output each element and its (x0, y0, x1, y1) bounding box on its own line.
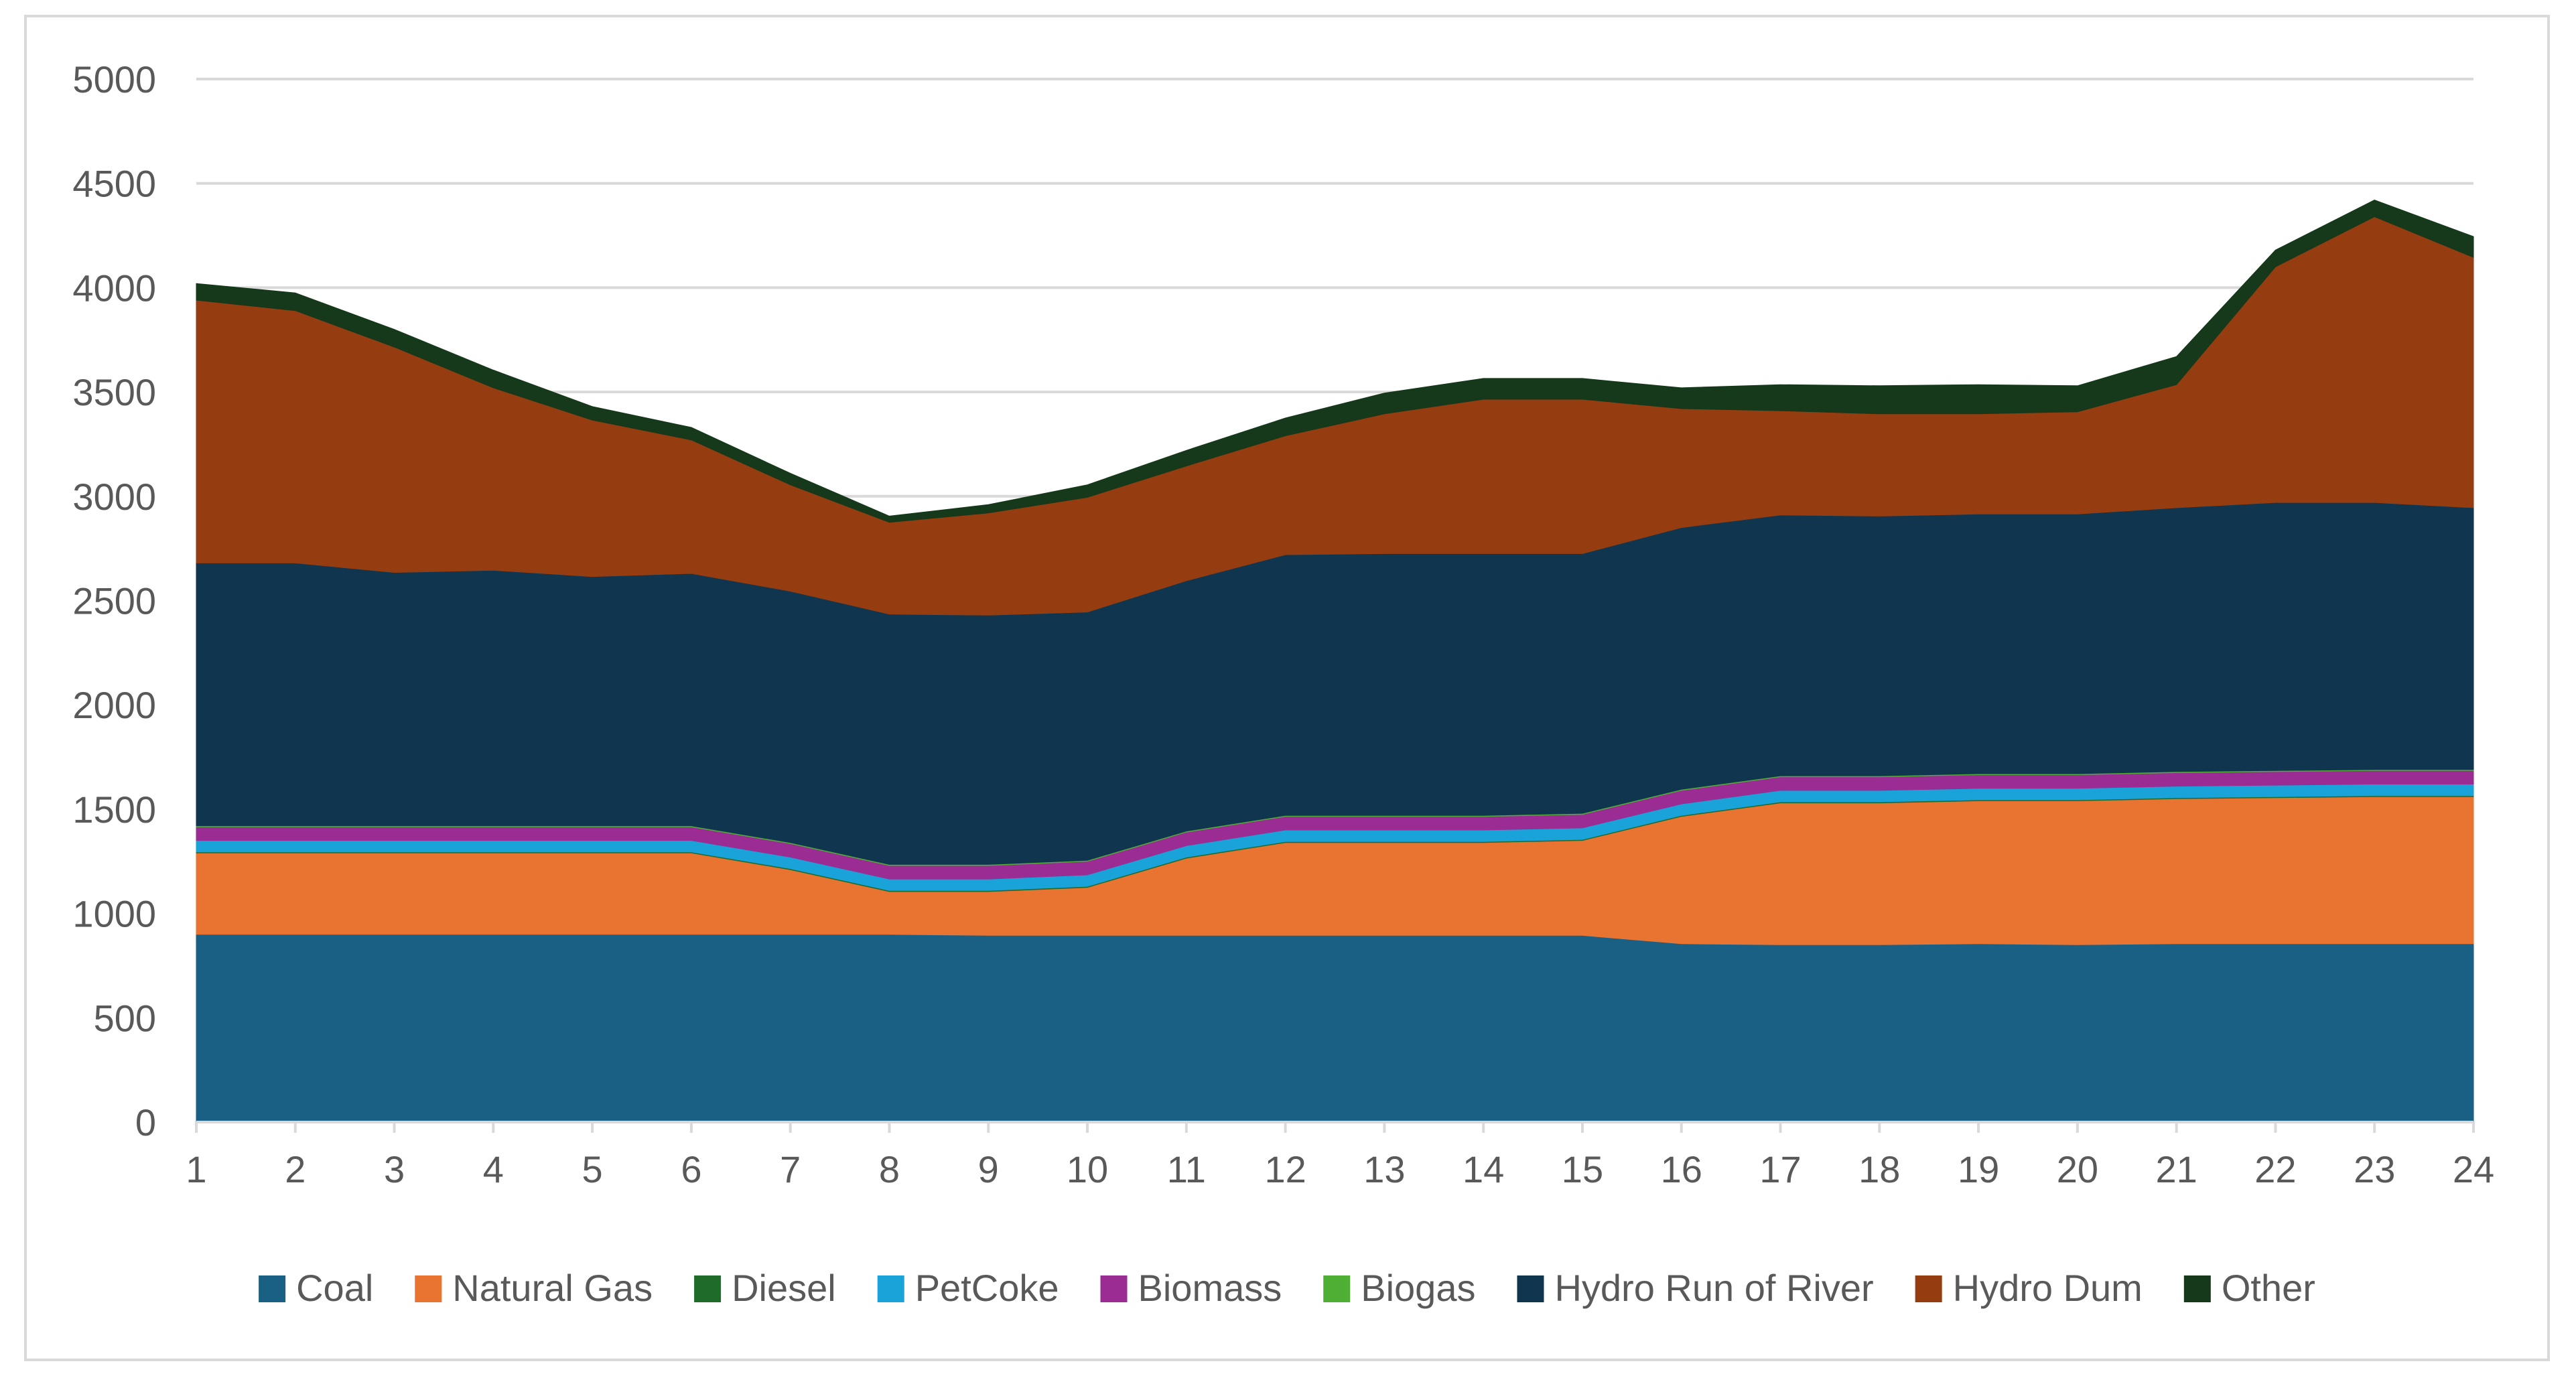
x-tick-label: 3 (384, 1148, 405, 1190)
y-tick-label: 2500 (72, 580, 156, 622)
legend-swatch-natural-gas (415, 1275, 442, 1302)
legend-label: Other (2222, 1267, 2315, 1309)
x-tick-label: 6 (681, 1148, 701, 1190)
x-tick-label: 15 (1562, 1148, 1603, 1190)
legend-swatch-hydro-dum (1915, 1275, 1942, 1302)
legend-swatch-diesel (694, 1275, 722, 1302)
x-tick-label: 5 (582, 1148, 603, 1190)
x-tick-label: 23 (2354, 1148, 2395, 1190)
x-tick-label: 18 (1858, 1148, 1900, 1190)
legend: Coal Natural Gas Diesel PetCoke Biomass Bioga… (259, 1267, 2315, 1309)
y-tick-label: 4500 (72, 163, 156, 205)
legend-swatch-petcoke (877, 1275, 904, 1302)
area-other (196, 200, 2474, 523)
legend-swatch-biomass (1100, 1275, 1128, 1302)
legend-label: Coal (296, 1267, 373, 1309)
x-tick-label: 8 (879, 1148, 900, 1190)
area-coal (196, 934, 2474, 1123)
legend-label: Hydro Run of River (1554, 1267, 1873, 1309)
y-tick-label: 2000 (72, 684, 156, 726)
legend-swatch-other (2183, 1275, 2211, 1302)
y-tick-label: 4000 (72, 267, 156, 309)
x-tick-label: 10 (1067, 1148, 1108, 1190)
x-tick-labels: 1 2 3 4 5 6 7 8 9 10 11 12 13 14 15 16 17 18 19 20 21 22 23 24 (186, 1148, 2494, 1190)
legend-label: Diesel (732, 1267, 836, 1309)
chart-frame: 0 500 1000 1500 2000 2500 3000 3500 4000 4500 5000… (24, 15, 2550, 1361)
x-tick-label: 7 (780, 1148, 801, 1190)
x-tick-label: 21 (2156, 1148, 2197, 1190)
x-tick-label: 17 (1759, 1148, 1801, 1190)
x-tick-label: 24 (2453, 1148, 2494, 1190)
x-tick-label: 12 (1264, 1148, 1306, 1190)
legend-label: Hydro Dum (1953, 1267, 2143, 1309)
x-tick-label: 9 (978, 1148, 999, 1190)
x-tick-label: 2 (285, 1148, 306, 1190)
legend-swatch-hydro-run-of-river (1517, 1275, 1544, 1302)
y-tick-label: 3000 (72, 476, 156, 518)
y-tick-label: 5000 (72, 58, 156, 100)
stacked-area-chart: 0 500 1000 1500 2000 2500 3000 3500 4000 4500 5000… (72, 58, 2494, 1309)
legend-label: PetCoke (915, 1267, 1059, 1309)
legend-label: Natural Gas (452, 1267, 653, 1309)
legend-swatch-coal (259, 1275, 286, 1302)
y-tick-labels: 0 500 1000 1500 2000 2500 3000 3500 4000 4500 5000 (72, 58, 156, 1144)
x-tick-label: 16 (1661, 1148, 1702, 1190)
x-tick-label: 11 (1167, 1148, 1206, 1190)
series-areas (196, 200, 2474, 1123)
y-tick-label: 1500 (72, 788, 156, 831)
legend-label: Biomass (1138, 1267, 1282, 1309)
x-tick-label: 1 (186, 1148, 206, 1190)
x-tick-label: 13 (1363, 1148, 1405, 1190)
x-tick-label: 22 (2254, 1148, 2296, 1190)
y-tick-label: 0 (135, 1101, 156, 1144)
x-tick-label: 4 (483, 1148, 504, 1190)
legend-swatch-biogas (1323, 1275, 1351, 1302)
legend-label: Biogas (1361, 1267, 1475, 1309)
x-tick-label: 19 (1958, 1148, 1999, 1190)
y-tick-label: 3500 (72, 371, 156, 413)
axes (195, 1121, 2475, 1133)
x-tick-label: 14 (1463, 1148, 1504, 1190)
y-tick-label: 1000 (72, 893, 156, 935)
y-tick-label: 500 (94, 997, 156, 1039)
x-tick-label: 20 (2057, 1148, 2098, 1190)
